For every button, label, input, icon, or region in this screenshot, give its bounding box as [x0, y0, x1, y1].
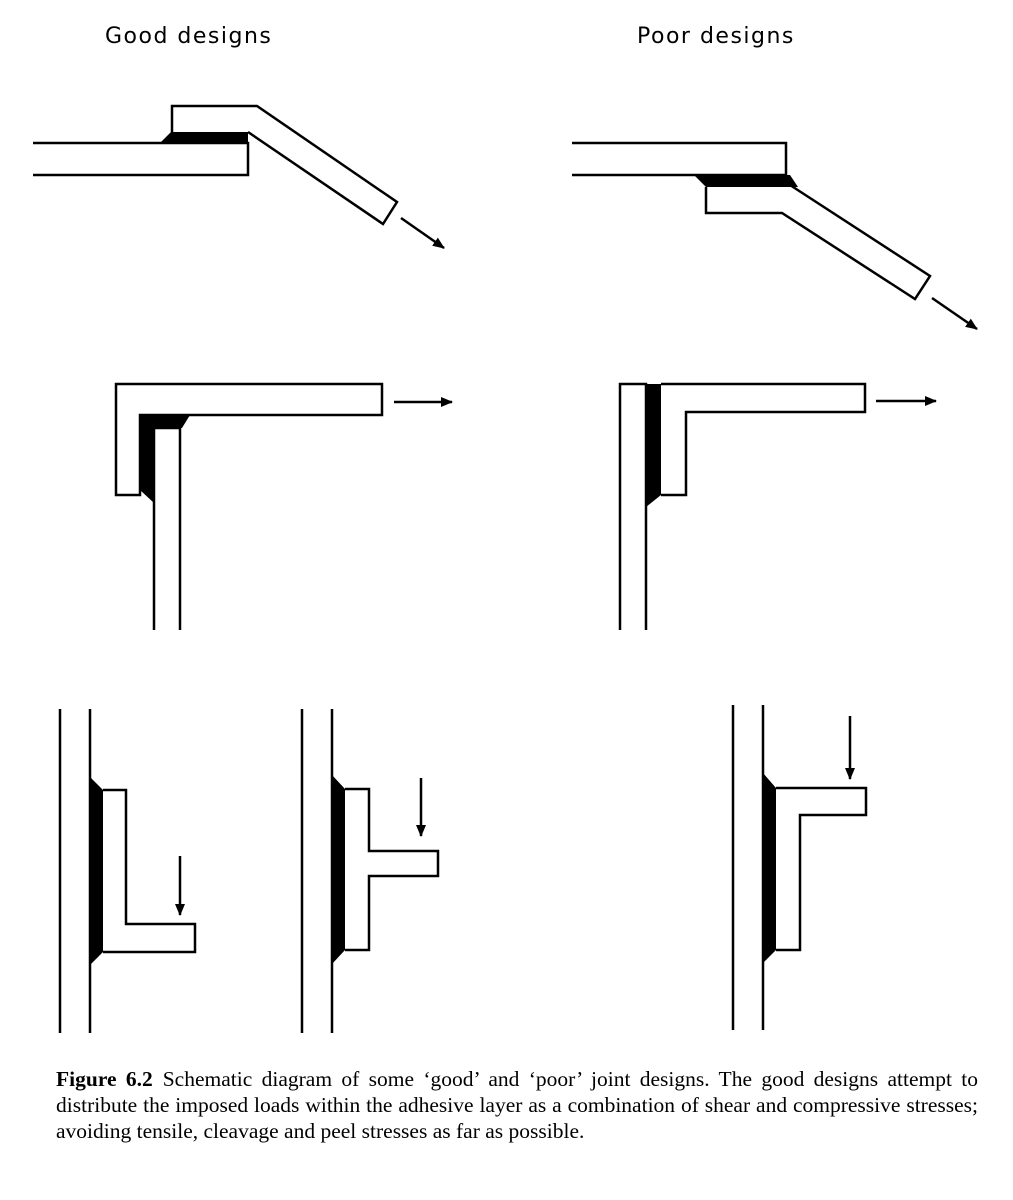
good-l-bracket: [103, 788, 197, 954]
good-lap-load-arrow: [400, 216, 445, 250]
good-corner-adhesive: [140, 415, 190, 503]
good-l-adhesive: [90, 777, 103, 965]
poor-corner-upright: [618, 382, 648, 630]
figure-caption: Figure 6.2 Schematic diagram of some ‘goo…: [56, 1066, 978, 1144]
poor-corner-joint: [618, 382, 937, 630]
poor-designs-heading: Poor designs: [637, 24, 795, 49]
joint-designs-diagram: [33, 104, 978, 1033]
good-t-adhesive: [332, 775, 345, 964]
good-lap-angled-strap: [170, 104, 399, 226]
good-lap-base-plate: [33, 141, 250, 177]
poor-l-bracket: [776, 786, 868, 952]
poor-l-adhesive: [763, 773, 776, 963]
good-corner-angle: [114, 382, 384, 497]
poor-corner-adhesive: [646, 384, 661, 507]
good-l-bracket-joint: [58, 709, 197, 1033]
figure-label: Figure 6.2: [56, 1067, 153, 1091]
figure-caption-text: Schematic diagram of some ‘good’ and ‘po…: [56, 1067, 978, 1143]
good-corner-joint: [114, 382, 453, 630]
good-t-bracket: [345, 787, 440, 952]
poor-lap-adhesive: [694, 175, 798, 187]
good-lap-adhesive: [160, 132, 248, 143]
good-designs-heading: Good designs: [105, 24, 273, 49]
poor-corner-angle: [661, 382, 867, 497]
poor-lap-load-arrow: [931, 296, 978, 331]
poor-lap-angled-strap: [704, 183, 932, 301]
good-corner-upright: [152, 426, 182, 630]
poor-l-bracket-joint: [731, 705, 868, 1030]
good-lap-joint: [33, 104, 445, 250]
good-t-bracket-joint: [300, 709, 440, 1033]
poor-lap-base-plate: [572, 141, 788, 177]
poor-lap-joint: [572, 141, 978, 331]
